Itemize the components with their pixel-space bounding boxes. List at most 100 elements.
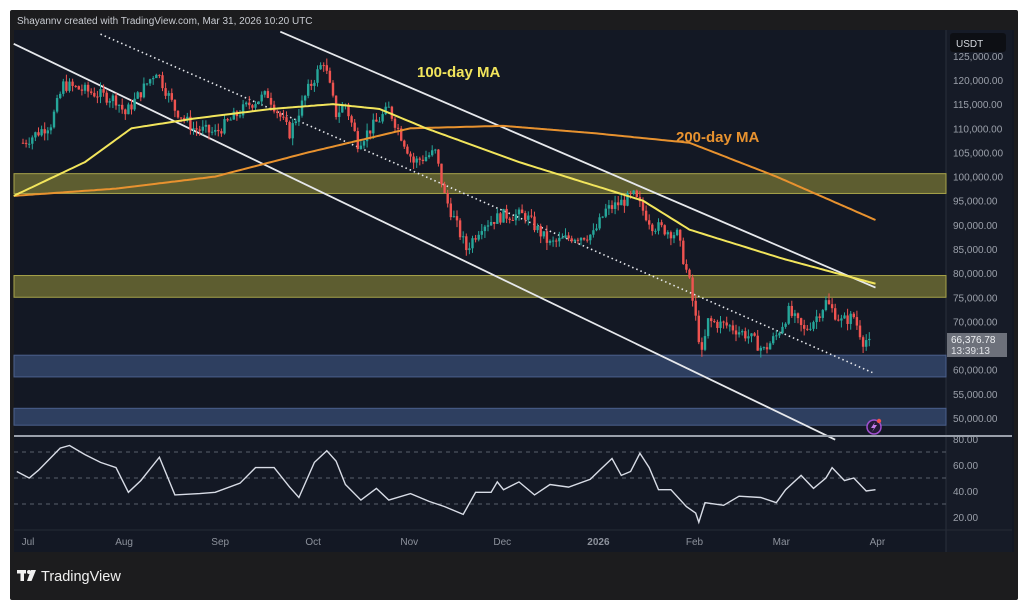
candle-body: [266, 91, 270, 98]
mid-channel-line[interactable]: [100, 33, 873, 374]
candle-body: [573, 239, 576, 242]
candle: [648, 214, 651, 230]
candle-body: [685, 264, 688, 270]
candle: [598, 213, 601, 231]
candle-body: [427, 155, 431, 158]
candle: [24, 139, 28, 148]
candle-body: [130, 104, 133, 110]
candle: [582, 237, 586, 241]
candle-body: [815, 316, 818, 323]
tradingview-logo[interactable]: TradingView: [17, 569, 121, 585]
candle: [803, 319, 806, 336]
candle-body: [672, 235, 676, 239]
candle: [858, 320, 862, 340]
upper-channel-line[interactable]: [279, 30, 876, 289]
candle: [158, 74, 161, 79]
candle: [480, 223, 483, 240]
candle: [93, 87, 96, 98]
rsi-line[interactable]: [16, 444, 876, 525]
price-axis-panel[interactable]: [946, 30, 1012, 552]
candle: [52, 109, 56, 129]
candle-body: [781, 326, 784, 334]
candle: [37, 127, 40, 137]
alert-icon[interactable]: [866, 418, 882, 435]
candle: [409, 151, 412, 163]
candle: [427, 152, 431, 159]
demand-zone: [13, 354, 947, 378]
candle: [520, 204, 524, 214]
candle: [269, 92, 273, 111]
candle-body: [719, 321, 722, 328]
candle: [700, 337, 704, 357]
candle: [260, 91, 263, 106]
candle: [108, 98, 111, 108]
candle-body: [725, 322, 728, 326]
candle-body: [210, 131, 214, 133]
candle-body: [601, 216, 604, 218]
candle: [586, 235, 589, 243]
candle: [331, 80, 335, 98]
candle: [285, 111, 288, 125]
candle-body: [269, 97, 273, 105]
currency-badge[interactable]: [950, 33, 1006, 52]
candle-body: [778, 333, 781, 336]
candle: [279, 111, 282, 122]
candle-body: [533, 216, 536, 231]
candle-body: [316, 69, 319, 83]
candle: [759, 345, 762, 358]
candle: [852, 312, 855, 319]
candle-body: [830, 304, 834, 309]
candle: [545, 225, 549, 250]
candle: [217, 123, 220, 137]
ma100-line[interactable]: [13, 103, 876, 285]
candle: [328, 67, 332, 84]
rsi-tick-label: 20.00: [953, 513, 978, 524]
candle-body: [505, 208, 508, 219]
candle: [564, 228, 567, 239]
candle-body: [806, 328, 809, 330]
candle: [458, 218, 462, 241]
candle-body: [300, 100, 304, 116]
candle-body: [189, 116, 192, 130]
candle: [424, 150, 428, 162]
candle: [551, 236, 555, 247]
candle: [644, 205, 648, 222]
bar-countdown: 13:39:13: [951, 346, 990, 357]
candle: [697, 310, 700, 345]
candle: [210, 127, 214, 136]
candle-body: [793, 313, 797, 316]
candle: [316, 65, 319, 87]
lower-channel-line[interactable]: [13, 42, 836, 441]
candle-body: [127, 104, 130, 115]
candle: [353, 119, 356, 132]
candle-body: [341, 105, 344, 113]
ma200-line[interactable]: [13, 124, 876, 221]
candle: [334, 95, 338, 120]
candle-body: [499, 213, 502, 223]
candle-body: [155, 74, 158, 79]
candle: [827, 293, 831, 305]
candle: [796, 312, 800, 324]
candle-body: [462, 236, 465, 238]
candle-body: [31, 137, 34, 144]
candle-body: [592, 230, 595, 235]
candle: [142, 77, 146, 99]
candle-body: [682, 240, 685, 265]
candle: [806, 325, 809, 331]
candle: [452, 210, 456, 218]
candle-body: [632, 190, 635, 194]
candle: [59, 91, 62, 100]
rsi-tick-label: 80.00: [953, 435, 978, 446]
candle: [731, 320, 735, 335]
candle-body: [251, 105, 254, 108]
candle: [489, 215, 493, 227]
last-price: 66,376.78: [951, 335, 996, 346]
candle-body: [790, 305, 793, 316]
candle: [688, 268, 691, 279]
candle: [403, 139, 406, 150]
candle: [610, 200, 614, 214]
candle-body: [663, 225, 666, 235]
candle-body: [483, 226, 487, 232]
candle-body: [353, 122, 356, 132]
